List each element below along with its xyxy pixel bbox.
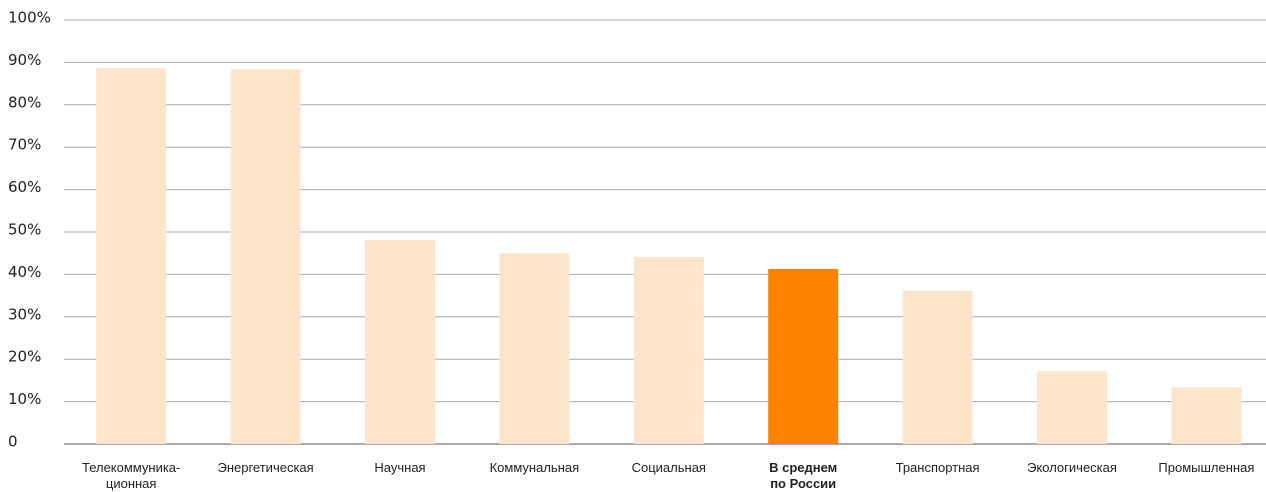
y-tick-label: 10% xyxy=(8,390,41,408)
bar xyxy=(768,268,839,444)
x-tick-label: Транспортная xyxy=(895,460,980,475)
bar xyxy=(1171,387,1242,444)
x-tick-label: Коммунальная xyxy=(489,460,580,475)
bar xyxy=(633,257,704,444)
bar xyxy=(499,253,570,444)
y-tick-label: 100% xyxy=(8,9,51,27)
y-tick-label: 60% xyxy=(8,178,41,196)
x-tick-label: Энергетическая xyxy=(217,460,314,475)
x-tick-label: В среднем по России xyxy=(769,460,838,491)
x-tick-label: Социальная xyxy=(631,460,706,475)
bar xyxy=(230,69,301,445)
y-tick-label: 70% xyxy=(8,136,41,154)
y-tick-label: 20% xyxy=(8,348,41,366)
bar xyxy=(96,67,167,445)
bar xyxy=(1037,371,1107,444)
x-tick-label: Промышленная xyxy=(1158,460,1255,475)
y-tick-label: 80% xyxy=(8,93,41,111)
x-tick-label: Научная xyxy=(374,460,426,475)
y-tick-label: 40% xyxy=(8,263,41,281)
x-tick-label: Телекоммуника- ционная xyxy=(81,460,181,491)
bar xyxy=(902,290,973,444)
y-tick-label: 50% xyxy=(8,221,41,239)
x-tick-label: Экологическая xyxy=(1027,460,1117,475)
y-tick-label: 30% xyxy=(8,305,41,323)
bar xyxy=(365,240,435,444)
y-tick-label: 90% xyxy=(8,51,41,69)
y-tick-label: 0 xyxy=(8,433,18,451)
